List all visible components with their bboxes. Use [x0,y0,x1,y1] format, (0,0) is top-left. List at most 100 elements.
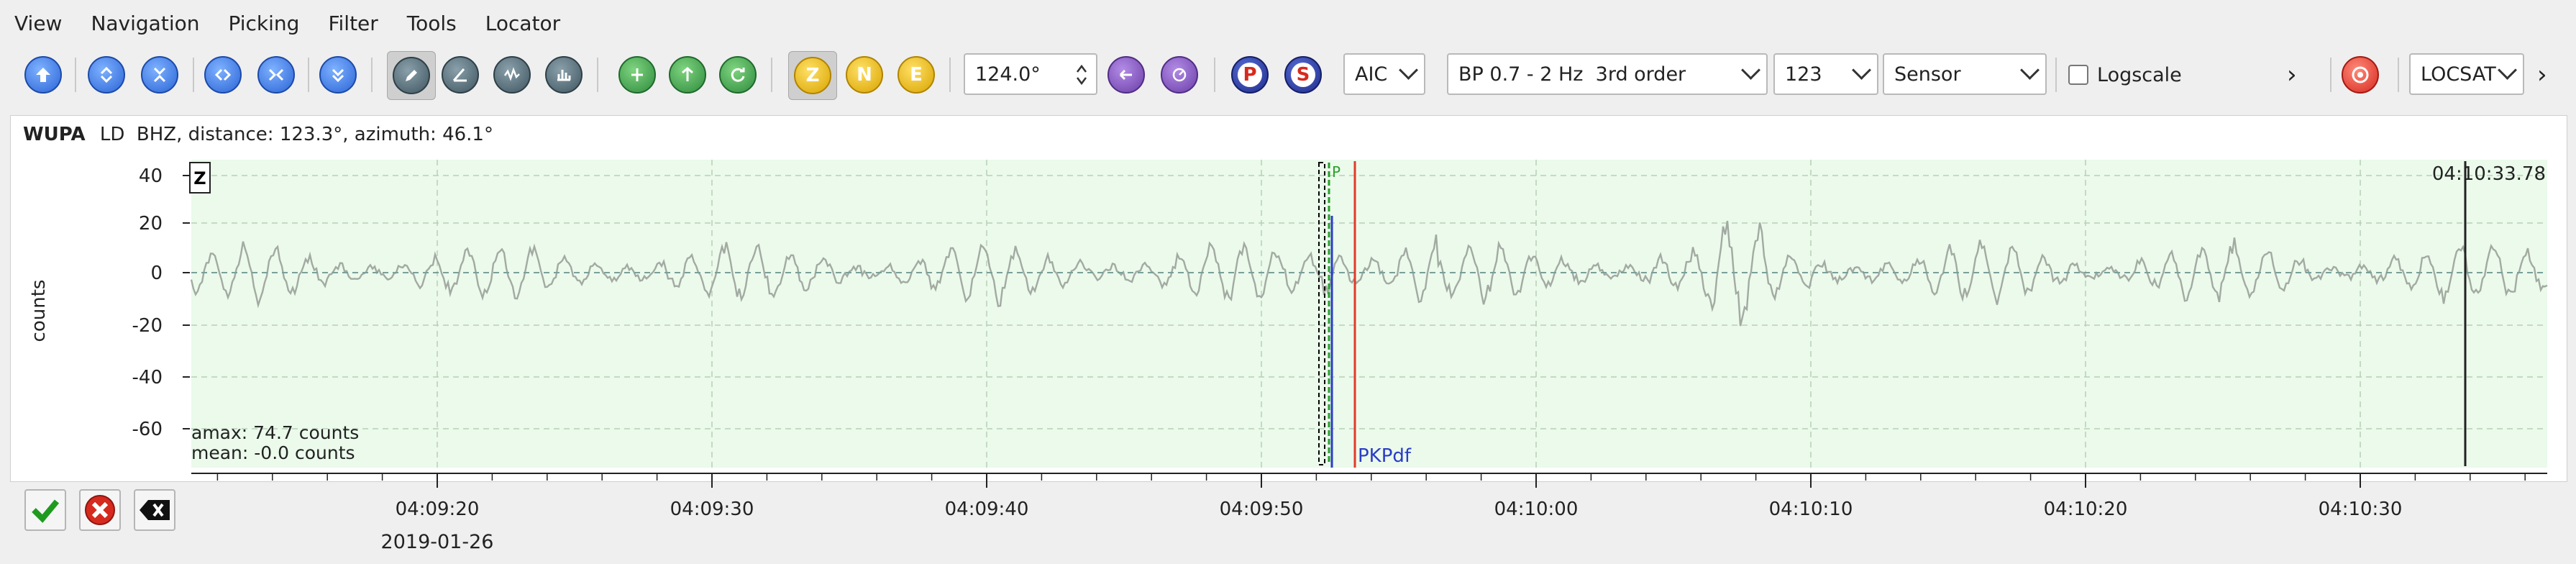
y-tick-label: -20 [132,315,163,337]
chevrons-horizontal-expand-icon [204,56,242,94]
home-icon [24,56,62,94]
align-predicted-icon [669,56,706,94]
menu-bar: View Navigation Picking Filter Tools Loc… [0,0,2576,46]
angle-icon [442,56,479,94]
trace-info: LD BHZ, distance: 123.3°, azimuth: 46.1° [99,124,493,145]
compass-icon [1161,56,1198,94]
component-n-icon: N [846,56,883,94]
amplitude-tool-button[interactable] [493,52,531,98]
chevrons-horizontal-shrink-icon [257,56,295,94]
measure-tool-button[interactable] [442,52,479,98]
y-tick-label: 0 [150,263,163,284]
logscale-checkbox[interactable] [2068,65,2088,85]
x-tick-label: 04:10:10 [1769,499,1853,520]
toolbar-separator [308,58,309,92]
picker-method-select[interactable]: AIC [1343,53,1425,95]
x-tick-label: 04:10:20 [2044,499,2128,520]
accept-button[interactable] [24,489,66,531]
pick-marker-label: P [1332,163,1340,181]
toolbar-separator [371,58,373,92]
zoom-in-time-button[interactable] [204,52,242,98]
align-origin-button[interactable] [719,52,757,98]
y-tick-label: 40 [139,165,163,187]
rotate-settings-button[interactable] [1161,52,1198,98]
pencil-icon [393,57,430,94]
amax-label: amax: 74.7 counts [191,422,359,443]
y-axis-label: counts [28,280,50,342]
toolbar-separator [193,58,194,92]
component-n-button[interactable]: N [846,52,883,98]
refresh-icon [719,56,757,94]
menu-navigation[interactable]: Navigation [91,11,200,35]
locator-select[interactable]: LOCSAT [2409,53,2524,95]
rotate-left-button[interactable] [1107,52,1145,98]
pick-s-button[interactable]: S [1284,52,1322,98]
picker-method-value: AIC [1355,63,1388,86]
spectrum-icon [545,56,583,94]
toolbar: Z N E 124.0° P S AIC BP 0.7 - 2 Hz 3rd o… [0,46,2576,104]
menu-picking[interactable]: Picking [228,11,300,35]
filter-select[interactable]: BP 0.7 - 2 Hz 3rd order [1447,53,1768,95]
chevrons-vertical-expand-icon [88,56,125,94]
pick-mode-button[interactable] [387,51,436,100]
clear-icon [140,500,170,520]
y-tick-label: -40 [132,367,163,388]
component-z-button[interactable]: Z [788,51,837,100]
align-predicted-button[interactable] [669,52,706,98]
scale-down-button[interactable] [141,52,178,98]
menu-view[interactable]: View [14,11,63,35]
close-circle-icon [85,495,115,525]
toolbar-separator [2330,58,2331,92]
home-button[interactable] [24,52,62,98]
chevron-right-icon: › [2287,60,2297,89]
x-tick-label: 04:09:40 [945,499,1029,520]
channel-select[interactable]: 123 [1773,53,1878,95]
locate-button[interactable] [2342,52,2379,98]
scale-up-button[interactable] [88,52,125,98]
toolbar-separator [2398,58,2399,92]
menu-tools[interactable]: Tools [406,11,457,35]
target-icon [2342,56,2379,94]
phase-label: PKPdf [1358,445,1412,467]
mean-label: mean: -0.0 counts [191,442,355,463]
grid-lines [191,160,2547,468]
pick-uncertainty-box[interactable] [1318,162,1325,465]
slowness-value: 124.0° [975,63,1041,86]
logscale-label: Logscale [2097,63,2182,86]
slowness-spinbox[interactable]: 124.0° [964,53,1097,95]
menu-locator[interactable]: Locator [485,11,561,35]
waveform-icon [493,56,531,94]
menu-filter[interactable]: Filter [328,11,378,35]
scroll-down-button[interactable] [319,52,357,98]
zoom-out-time-button[interactable] [257,52,295,98]
phase-s-icon: S [1284,56,1322,94]
clear-button[interactable] [134,489,175,531]
y-tick-label: -60 [132,419,163,440]
channel-value: 123 [1785,63,1822,86]
pick-p-button[interactable]: P [1231,52,1269,98]
trace-background [191,160,2547,468]
unit-select[interactable]: Sensor [1883,53,2047,95]
component-z-icon: Z [794,57,831,94]
toolbar-separator [2055,58,2057,92]
component-e-button[interactable]: E [898,52,935,98]
spin-arrows-icon[interactable] [1074,60,1089,89]
toolbar-separator [771,58,772,92]
x-tick-label: 04:10:00 [1494,499,1579,520]
reject-button[interactable] [79,489,121,531]
x-tick-label: 04:10:30 [2319,499,2403,520]
component-label-box: Z [189,162,211,194]
trace-header: WUPA LD BHZ, distance: 123.3°, azimuth: … [23,124,493,145]
align-on-pick-button[interactable] [618,52,656,98]
spectrum-tool-button[interactable] [545,52,583,98]
component-e-icon: E [898,56,935,94]
x-tick-label: 04:09:20 [396,499,480,520]
time-axis: 04:09:20 04:09:30 04:09:40 04:09:50 04:10:00… [216,473,2526,520]
waveform-line [190,220,2548,327]
logscale-toggle[interactable]: Logscale [2068,52,2182,98]
toolbar-separator [1214,58,1215,92]
toolbar-overflow-button[interactable]: › [2287,52,2297,98]
toolbar-separator [75,58,76,92]
toolbar-overflow-button-2[interactable]: › [2537,52,2547,98]
